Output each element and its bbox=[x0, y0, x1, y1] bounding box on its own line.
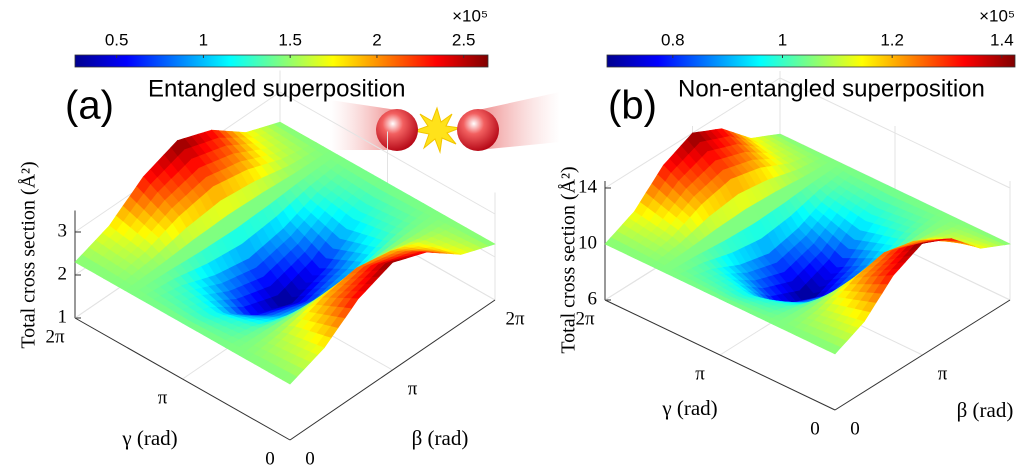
z-axis-label: Total cross section (Å²) bbox=[558, 166, 580, 353]
x-axis-label: γ (rad) bbox=[121, 426, 177, 450]
panel: 1 2 3 0 π 2π 0 π 2π (a) Entangled superposition Tot… bbox=[18, 6, 525, 469]
axis-line bbox=[289, 299, 496, 441]
x-tick-label: 0 bbox=[810, 418, 820, 439]
colorbar-tick-label: 0.5 bbox=[105, 30, 129, 49]
colorbar-exponent: ×10⁵ bbox=[452, 6, 488, 25]
z-tick-label: 2 bbox=[58, 263, 68, 284]
z-tick-label: 14 bbox=[578, 176, 598, 197]
colorbar-tick-label: 0.8 bbox=[661, 30, 685, 49]
colorbar-tick-label: 2.5 bbox=[452, 30, 476, 49]
axis-line bbox=[74, 317, 291, 441]
x-tick-label: π bbox=[695, 363, 705, 384]
star bbox=[412, 106, 462, 154]
x-tick-label: 0 bbox=[265, 448, 275, 469]
chart-title: Non-entangled superposition bbox=[678, 75, 985, 102]
z-axis-label: Total cross section (Å²) bbox=[18, 161, 40, 348]
particle bbox=[457, 109, 499, 151]
beam bbox=[478, 92, 560, 150]
colorbar-tick-label: 1.5 bbox=[278, 30, 302, 49]
colorbar-tick-label: 1 bbox=[199, 30, 208, 49]
z-tick-label: 10 bbox=[578, 232, 597, 253]
x-tick-label: π bbox=[158, 387, 168, 408]
colorbar bbox=[606, 54, 1016, 68]
axis-line bbox=[604, 299, 836, 411]
surface-patch bbox=[826, 343, 842, 355]
y-tick-label: π bbox=[408, 378, 418, 399]
panel-label: (a) bbox=[65, 84, 114, 128]
y-tick-label: 0 bbox=[850, 418, 860, 439]
x-axis-label: γ (rad) bbox=[661, 396, 717, 420]
z-tick-label: 3 bbox=[58, 220, 68, 241]
y-tick-label: π bbox=[938, 363, 948, 384]
y-tick-label: 2π bbox=[505, 308, 525, 329]
colorbar-tick-label: 1.4 bbox=[990, 30, 1014, 49]
colorbar-exponent: ×10⁵ bbox=[979, 6, 1015, 25]
chart-title: Entangled superposition bbox=[148, 75, 406, 102]
illustration bbox=[330, 92, 560, 154]
y-axis-label: β (rad) bbox=[957, 398, 1014, 422]
panel-label: (b) bbox=[608, 84, 657, 128]
panel: 6 10 14 0 π 2π 0 π (b) Non-entangled superpositio… bbox=[558, 6, 1016, 439]
colorbar-tick-label: 1 bbox=[778, 30, 787, 49]
x-tick-label: 2π bbox=[45, 326, 65, 347]
colorbar bbox=[74, 54, 489, 68]
axis-line bbox=[834, 299, 1011, 411]
y-tick-label: 0 bbox=[305, 448, 315, 469]
y-axis-label: β (rad) bbox=[412, 426, 469, 450]
x-tick-label: 2π bbox=[575, 308, 595, 329]
particle bbox=[376, 109, 418, 151]
z-tick-label: 6 bbox=[588, 288, 598, 309]
z-tick-label: 1 bbox=[58, 306, 68, 327]
colorbar-tick-label: 1.2 bbox=[880, 30, 904, 49]
surface-patch bbox=[282, 372, 298, 385]
colorbar-tick-label: 2 bbox=[372, 30, 381, 49]
